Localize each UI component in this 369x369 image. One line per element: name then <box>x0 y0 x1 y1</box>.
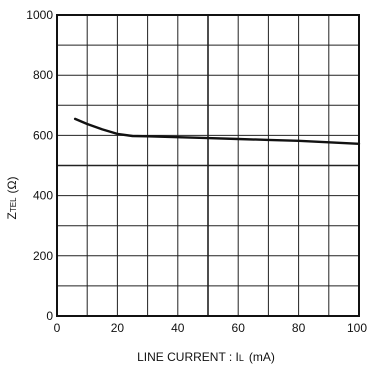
x-axis-title-main: LINE CURRENT : I <box>137 350 239 364</box>
x-axis-title-unit: (mA) <box>249 350 275 364</box>
x-tick-label: 40 <box>171 321 185 335</box>
y-axis-title-subscript: TEL <box>9 197 18 212</box>
y-tick-label: 600 <box>33 128 53 142</box>
x-axis-title-subscript: L <box>239 353 244 363</box>
y-tick-label: 400 <box>33 189 53 203</box>
y-tick-label: 0 <box>46 309 53 323</box>
x-tick-label: 60 <box>232 321 246 335</box>
y-tick-labels: 0 200 400 600 800 1000 <box>26 8 53 323</box>
grid-lines <box>57 15 359 316</box>
x-tick-label: 20 <box>111 321 125 335</box>
y-tick-label: 200 <box>33 249 53 263</box>
x-axis-title: LINE CURRENT : IL (mA) <box>137 350 275 364</box>
y-axis-title-main: Z <box>5 212 19 219</box>
y-axis-title: ZTEL (Ω) <box>5 177 19 220</box>
x-tick-label: 80 <box>292 321 306 335</box>
y-tick-label: 800 <box>33 68 53 82</box>
x-tick-label: 0 <box>54 321 61 335</box>
x-tick-label: 100 <box>347 321 367 335</box>
series-layer <box>73 117 361 146</box>
plot-frame <box>56 14 360 317</box>
series-line <box>73 117 361 146</box>
y-tick-label: 1000 <box>26 8 53 22</box>
y-axis-title-unit: (Ω) <box>5 177 19 194</box>
x-tick-labels: 0 20 40 60 80 100 <box>54 321 368 335</box>
